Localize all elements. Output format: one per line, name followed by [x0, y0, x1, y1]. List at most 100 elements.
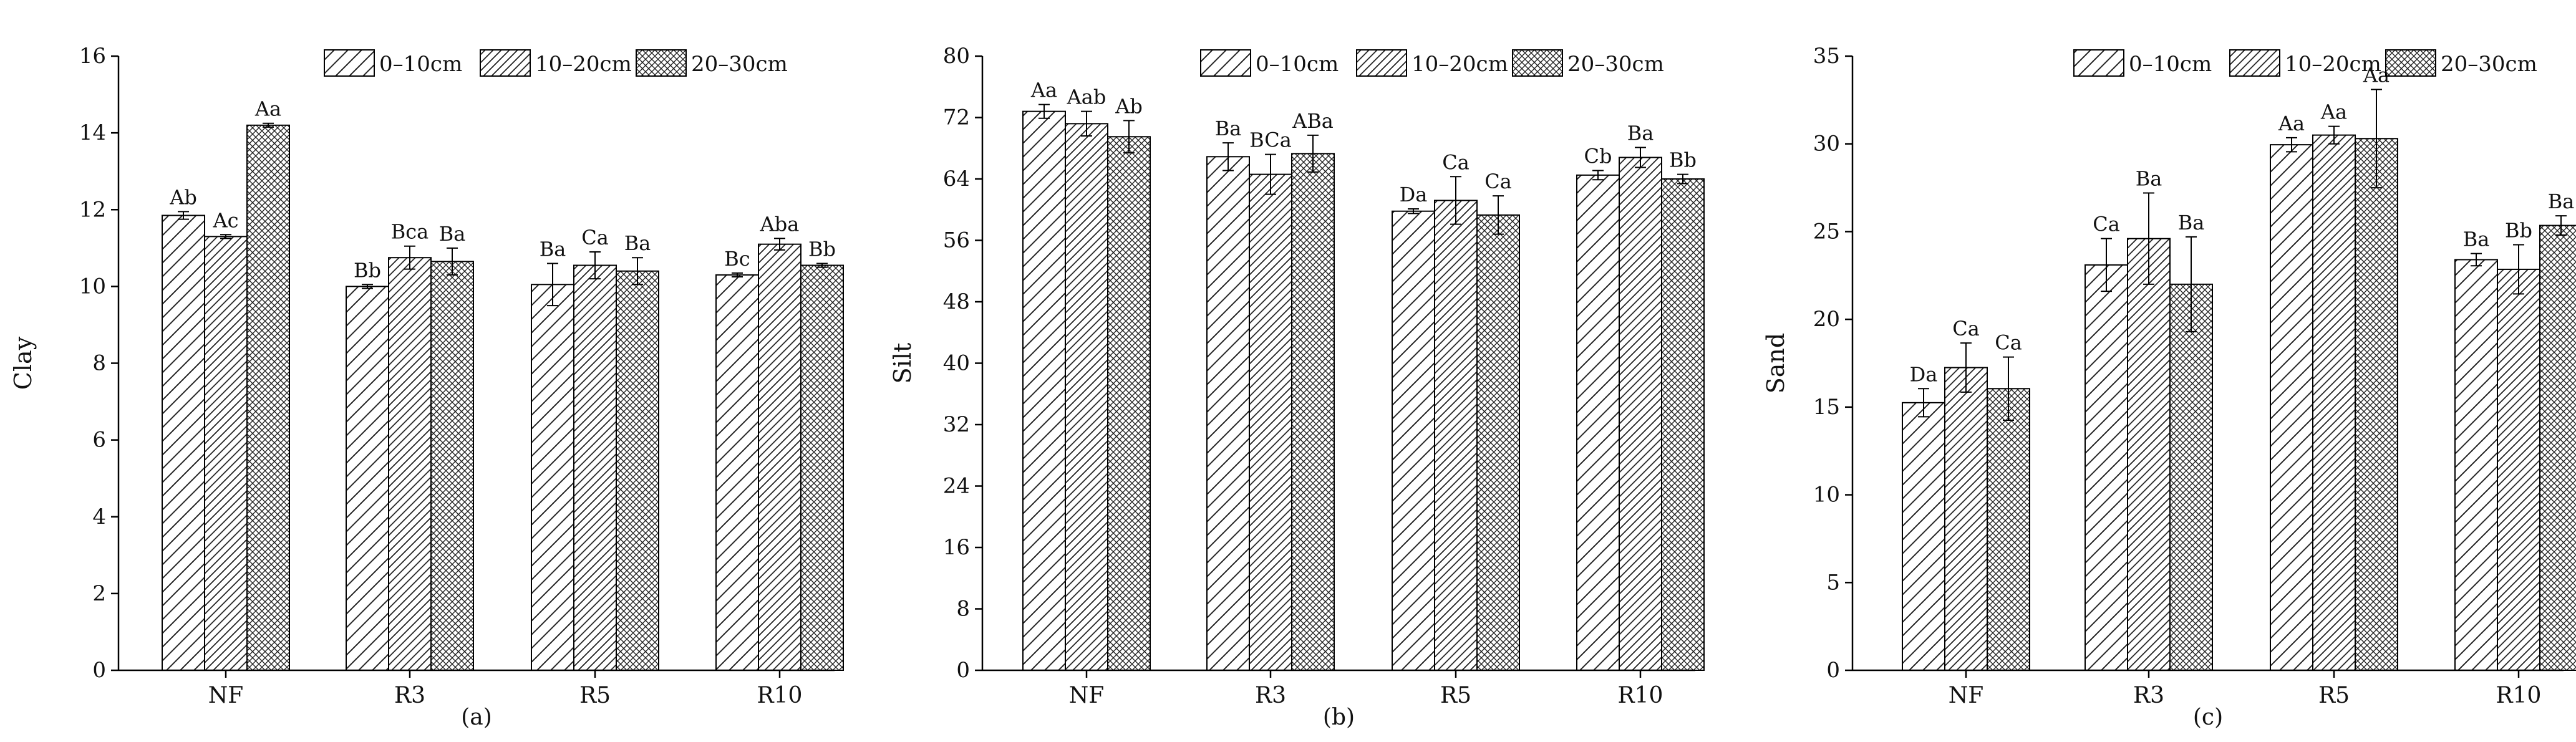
data-label: Ba [439, 222, 466, 246]
y-tick-label: 25 [1813, 219, 1840, 244]
x-tick-label: R5 [579, 683, 611, 708]
data-label: Da [1400, 183, 1428, 206]
bar [2085, 264, 2128, 671]
data-label: Ca [2093, 213, 2120, 236]
data-label: Ba [540, 237, 566, 261]
legend-swatch [2229, 49, 2280, 77]
y-tick-label: 6 [92, 428, 106, 453]
bar [346, 286, 389, 671]
y-axis-title: Silt [889, 343, 916, 384]
data-label: ABa [1292, 109, 1334, 133]
bar [800, 264, 844, 671]
x-tick-label: R10 [2496, 683, 2542, 708]
y-tick-label: 16 [943, 535, 970, 560]
y-tick-label: 48 [943, 289, 970, 314]
legend-swatch [1356, 49, 1407, 77]
legend-swatch [480, 49, 531, 77]
y-tick-label: 40 [943, 351, 970, 376]
data-label: Aa [1030, 79, 1057, 102]
y-tick-label: 80 [943, 44, 970, 69]
y-tick-label: 56 [943, 228, 970, 253]
y-tick-label: 0 [92, 658, 106, 683]
data-label: Da [1910, 362, 1938, 386]
bar [1107, 136, 1151, 671]
bar [531, 284, 574, 671]
bar [2454, 259, 2498, 671]
legend-label: 0–10cm [379, 52, 462, 77]
data-label: Ca [1442, 150, 1470, 174]
data-label: Ab [169, 185, 197, 209]
y-tick-label: 5 [1826, 570, 1840, 595]
y-tick-label: 8 [92, 351, 106, 376]
data-label: Ba [2548, 190, 2575, 213]
y-tick-label: 0 [956, 658, 970, 683]
data-label: BCa [1249, 128, 1292, 152]
bar [1065, 123, 1108, 672]
bar [616, 270, 659, 671]
x-tick-label: NF [208, 683, 243, 708]
bar [246, 124, 290, 671]
y-tick-label: 10 [79, 274, 106, 299]
bar [2312, 134, 2356, 671]
bar [1392, 210, 1435, 671]
data-label: Bb [354, 258, 381, 282]
y-tick-label: 35 [1813, 44, 1840, 69]
x-tick-label: R5 [1440, 683, 1471, 708]
legend-label: 0–10cm [2129, 52, 2212, 77]
x-tick-label: R10 [757, 683, 803, 708]
data-label: Bb [808, 237, 836, 261]
data-label: Ab [1115, 94, 1143, 118]
data-label: Ba [2178, 211, 2205, 234]
data-label: Ac [212, 208, 238, 232]
y-tick-label: 12 [79, 197, 106, 222]
legend-label: 10–20cm [1411, 52, 1508, 77]
bar [715, 274, 759, 671]
bar [2127, 238, 2171, 671]
legend-label: 20–30cm [2441, 52, 2537, 77]
data-label: Aa [254, 97, 281, 121]
data-label: Cb [1584, 144, 1612, 168]
bar [1249, 173, 1292, 671]
x-tick-label: NF [1069, 683, 1104, 708]
data-label: Ca [1484, 170, 1512, 193]
y-tick-label: 0 [1826, 658, 1840, 683]
bar [1206, 156, 1250, 671]
data-label: Aba [760, 212, 800, 236]
data-label: Ba [624, 231, 651, 255]
bar [2270, 144, 2313, 672]
bar [1291, 153, 1335, 671]
legend-swatch [636, 49, 687, 77]
x-tick-label: R10 [1618, 683, 1663, 708]
y-tick-label: 15 [1813, 395, 1840, 420]
y-tick-label: 10 [1813, 483, 1840, 508]
y-tick-label: 32 [943, 412, 970, 437]
legend-swatch [2385, 49, 2436, 77]
data-label: Aab [1067, 85, 1106, 109]
y-tick-label: 4 [92, 504, 106, 529]
bar [1902, 402, 1945, 671]
y-tick-label: 30 [1813, 132, 1840, 157]
y-tick-label: 64 [943, 166, 970, 191]
legend: 0–10cm 10–20cm 20–30cm [1200, 49, 1664, 77]
y-tick-label: 8 [956, 597, 970, 622]
bar [1434, 200, 1478, 672]
bar [1022, 110, 1066, 671]
data-label: Ba [2136, 167, 2162, 191]
data-label: Bb [2505, 219, 2532, 243]
bar [162, 214, 205, 671]
legend: 0–10cm 10–20cm 20–30cm [324, 49, 788, 77]
x-tick-label: NF [1949, 683, 1983, 708]
data-label: Ba [1215, 117, 1242, 140]
bar [1476, 214, 1520, 671]
bar [430, 261, 474, 671]
bar [1576, 174, 1620, 671]
bar [1661, 178, 1705, 671]
panel-label: (a) [461, 705, 492, 730]
panel-2: 0 8 16 24 32 40 48 56 64 72 80 Silt NF Aa Aab Ab R3 Ba BCa… [889, 44, 1705, 730]
data-label: Ca [1952, 317, 1980, 340]
data-label: Bc [724, 247, 750, 271]
data-label: Aa [2278, 112, 2305, 135]
legend: 0–10cm 10–20cm 20–30cm [2073, 49, 2537, 77]
